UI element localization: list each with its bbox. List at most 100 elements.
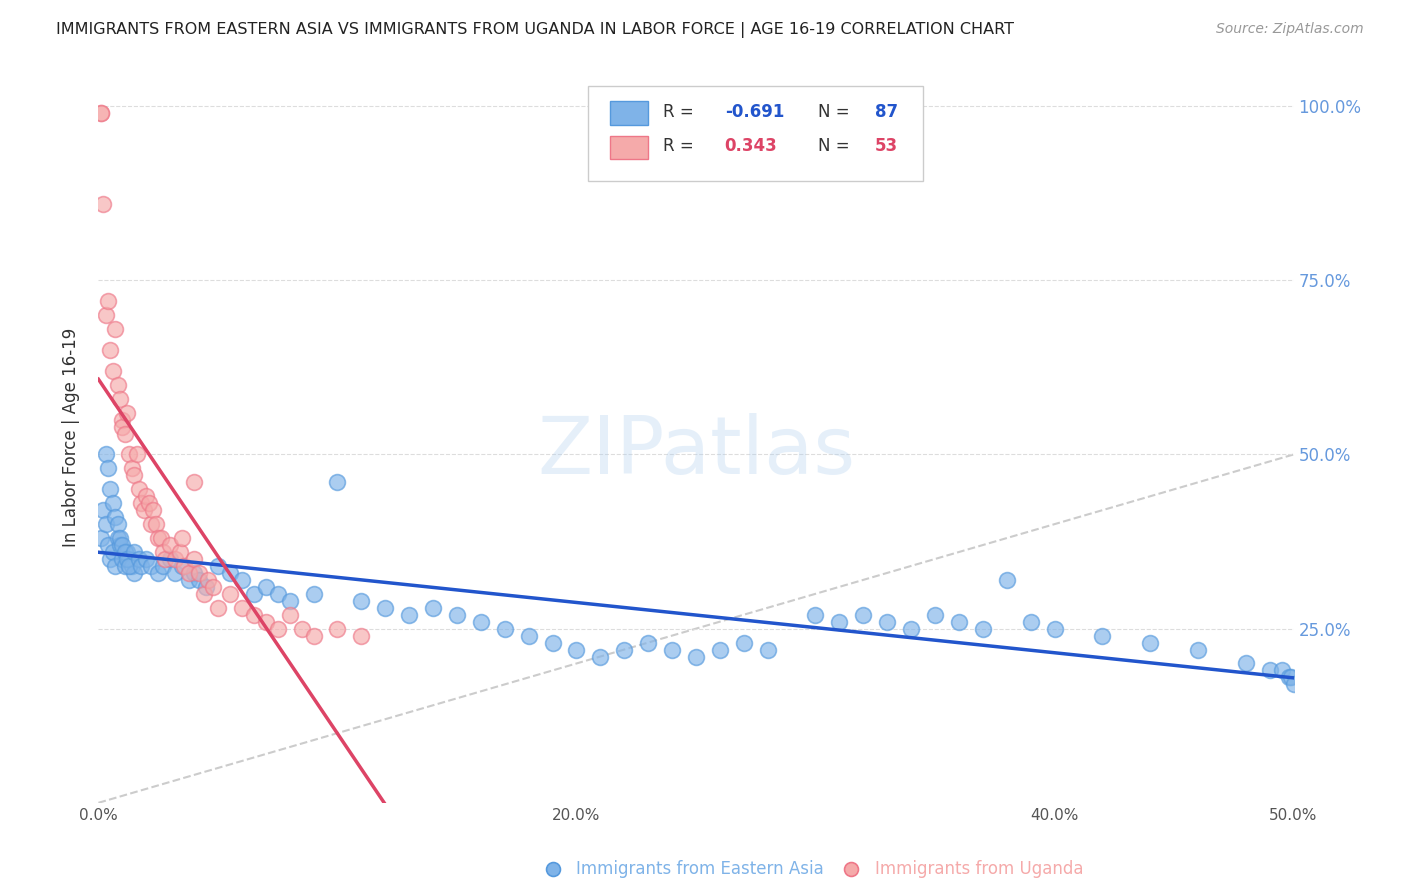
Point xyxy=(470,615,492,629)
Point xyxy=(972,622,994,636)
Point xyxy=(254,580,277,594)
Point xyxy=(1234,657,1257,671)
Point xyxy=(267,587,290,601)
Point xyxy=(183,475,205,490)
Point xyxy=(231,573,253,587)
Point xyxy=(291,622,314,636)
Point xyxy=(91,196,114,211)
Point xyxy=(278,594,301,608)
Point xyxy=(124,468,146,483)
Point xyxy=(1282,677,1305,691)
Point xyxy=(1187,642,1209,657)
Point xyxy=(924,607,946,622)
Point xyxy=(179,573,201,587)
Point xyxy=(148,566,170,580)
Point xyxy=(197,573,219,587)
Point xyxy=(187,566,209,580)
Point xyxy=(876,615,898,629)
Point xyxy=(163,552,186,566)
Point xyxy=(1019,615,1042,629)
Point xyxy=(446,607,468,622)
Point xyxy=(350,629,373,643)
Point xyxy=(128,552,150,566)
Point xyxy=(91,503,114,517)
FancyBboxPatch shape xyxy=(610,136,648,159)
Text: ZIPatlas: ZIPatlas xyxy=(537,413,855,491)
Point xyxy=(98,552,122,566)
Point xyxy=(541,635,564,649)
Point xyxy=(900,622,922,636)
Point xyxy=(125,448,148,462)
Point xyxy=(195,580,218,594)
Point xyxy=(995,573,1018,587)
Text: -0.691: -0.691 xyxy=(724,103,785,120)
Point xyxy=(148,531,170,545)
Point xyxy=(267,622,290,636)
Text: Source: ZipAtlas.com: Source: ZipAtlas.com xyxy=(1216,22,1364,37)
Point xyxy=(152,545,174,559)
Point xyxy=(172,531,194,545)
Point xyxy=(111,552,134,566)
Point xyxy=(159,538,181,552)
Point xyxy=(108,538,131,552)
Point xyxy=(101,545,124,559)
Point xyxy=(111,412,134,426)
Point xyxy=(733,635,755,649)
Point xyxy=(107,377,129,392)
Point xyxy=(243,587,266,601)
Point xyxy=(90,531,112,545)
Point xyxy=(111,538,134,552)
Point xyxy=(138,496,160,510)
Point xyxy=(152,558,174,573)
Point xyxy=(94,308,117,322)
Point xyxy=(1279,670,1302,684)
Point xyxy=(350,594,373,608)
Point xyxy=(494,622,516,636)
Point xyxy=(121,558,143,573)
Point xyxy=(107,531,129,545)
Point xyxy=(709,642,731,657)
Point xyxy=(1278,670,1301,684)
Point xyxy=(804,607,827,622)
Point xyxy=(115,545,138,559)
Text: Immigrants from Eastern Asia: Immigrants from Eastern Asia xyxy=(576,860,824,878)
Point xyxy=(685,649,707,664)
Point xyxy=(121,461,143,475)
Text: N =: N = xyxy=(818,103,855,120)
Point xyxy=(183,552,205,566)
Text: IMMIGRANTS FROM EASTERN ASIA VS IMMIGRANTS FROM UGANDA IN LABOR FORCE | AGE 16-1: IMMIGRANTS FROM EASTERN ASIA VS IMMIGRAN… xyxy=(56,22,1014,38)
Point xyxy=(1043,622,1066,636)
Point xyxy=(254,615,277,629)
Point xyxy=(1258,664,1281,678)
Point xyxy=(131,496,153,510)
Point xyxy=(97,294,120,309)
Point xyxy=(94,517,117,532)
Point xyxy=(163,566,186,580)
Point xyxy=(193,587,215,601)
Point xyxy=(565,642,588,657)
Text: 0.343: 0.343 xyxy=(724,137,778,155)
Point xyxy=(108,392,131,406)
Point xyxy=(828,615,851,629)
Point xyxy=(149,531,172,545)
Point xyxy=(169,545,191,559)
Point xyxy=(219,587,242,601)
Point xyxy=(243,607,266,622)
FancyBboxPatch shape xyxy=(589,86,922,181)
Text: 53: 53 xyxy=(875,137,898,155)
Point xyxy=(135,552,157,566)
Point xyxy=(104,322,127,336)
Point xyxy=(422,600,444,615)
Point xyxy=(101,496,124,510)
Text: N =: N = xyxy=(818,137,855,155)
Text: R =: R = xyxy=(662,137,699,155)
Point xyxy=(124,566,146,580)
Point xyxy=(90,106,112,120)
Point xyxy=(398,607,420,622)
Point xyxy=(114,545,136,559)
Point xyxy=(278,607,301,622)
Point xyxy=(187,573,209,587)
Point xyxy=(104,558,127,573)
Point xyxy=(108,531,131,545)
Text: 87: 87 xyxy=(875,103,898,120)
